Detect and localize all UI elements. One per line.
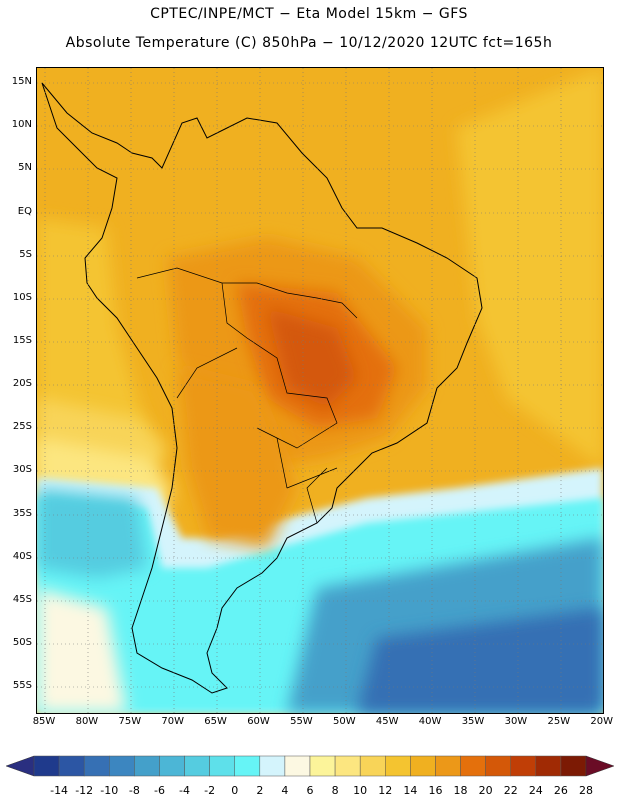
lon-tick-label: 50W bbox=[332, 716, 356, 727]
colorbar-label: 22 bbox=[503, 784, 518, 797]
colorbar-swatch bbox=[58, 755, 85, 777]
colorbar-label: 10 bbox=[353, 784, 368, 797]
lat-tick-label: 55S bbox=[12, 680, 32, 691]
lon-tick-label: 70W bbox=[161, 716, 184, 727]
colorbar-swatch bbox=[359, 755, 386, 777]
colorbar-label: 14 bbox=[403, 784, 418, 797]
colorbar bbox=[6, 755, 614, 777]
field-atlantic-16 bbox=[457, 68, 603, 468]
colorbar-low-arrow bbox=[6, 755, 35, 777]
colorbar-label: 2 bbox=[256, 784, 264, 797]
colorbar-label: 12 bbox=[378, 784, 393, 797]
colorbar-swatch bbox=[83, 755, 110, 777]
lat-tick-label: 10N bbox=[11, 119, 32, 130]
colorbar-label: 4 bbox=[281, 784, 289, 797]
lat-tick-label: 15S bbox=[12, 335, 32, 346]
lat-tick-label: 5N bbox=[18, 162, 32, 173]
colorbar-swatch bbox=[334, 755, 361, 777]
colorbar-high-arrow bbox=[585, 755, 614, 777]
colorbar-swatch bbox=[410, 755, 436, 777]
lat-tick-label: 25S bbox=[12, 421, 32, 432]
colorbar-swatch bbox=[284, 755, 311, 777]
field-chaco-22 bbox=[177, 368, 297, 548]
colorbar-label: -4 bbox=[179, 784, 191, 797]
colorbar-swatch bbox=[33, 755, 60, 777]
lon-tick-label: 60W bbox=[247, 716, 270, 727]
lon-tick-label: 25W bbox=[547, 716, 571, 727]
lon-tick-label: 65W bbox=[204, 716, 227, 727]
colorbar-swatch bbox=[560, 755, 587, 777]
chart-title-line-1: CPTEC/INPE/MCT − Eta Model 15km − GFS bbox=[150, 6, 468, 22]
temperature-map bbox=[36, 67, 604, 714]
colorbar-label: 8 bbox=[331, 784, 339, 797]
lon-tick-label: 45W bbox=[375, 716, 399, 727]
colorbar-swatch bbox=[385, 755, 411, 777]
colorbar-label: 0 bbox=[231, 784, 239, 797]
lat-tick-label: 5S bbox=[19, 249, 32, 260]
temperature-field bbox=[37, 68, 603, 713]
colorbar-swatch bbox=[259, 755, 286, 777]
lon-tick-label: 80W bbox=[75, 716, 99, 727]
colorbar-label: 24 bbox=[528, 784, 543, 797]
lat-tick-label: 40S bbox=[12, 551, 32, 562]
colorbar-swatch bbox=[109, 755, 135, 777]
lat-tick-label: 30S bbox=[12, 464, 32, 475]
field-southwest-mild bbox=[37, 588, 127, 713]
colorbar-label: 18 bbox=[453, 784, 468, 797]
continent-coastline bbox=[41, 82, 483, 694]
lat-tick-label: 50S bbox=[12, 637, 32, 648]
lon-tick-label: 30W bbox=[504, 716, 528, 727]
colorbar-label: 28 bbox=[579, 784, 593, 797]
colorbar-label: -6 bbox=[153, 784, 165, 797]
colorbar-swatch bbox=[184, 755, 210, 777]
colorbar-label: 20 bbox=[478, 784, 493, 797]
lon-tick-label: 35W bbox=[461, 716, 485, 727]
colorbar-swatch bbox=[159, 755, 185, 777]
country-borders bbox=[136, 267, 358, 524]
lat-tick-label: 15N bbox=[11, 76, 32, 87]
chart-title-line-2: Absolute Temperature (C) 850hPa − 10/12/… bbox=[65, 35, 553, 51]
field-core-26 bbox=[267, 308, 357, 408]
colorbar-label: -12 bbox=[75, 784, 94, 797]
colorbar-swatch bbox=[309, 755, 336, 777]
colorbar-swatch bbox=[435, 755, 461, 777]
colorbar-swatch bbox=[485, 755, 511, 777]
lat-tick-label: 20S bbox=[12, 378, 32, 389]
colorbar-swatch bbox=[510, 755, 537, 777]
colorbar-swatch bbox=[134, 755, 160, 777]
lat-tick-label: 10S bbox=[12, 292, 32, 303]
colorbar-swatch bbox=[535, 755, 562, 777]
lat-tick-label: 35S bbox=[12, 508, 32, 519]
lon-tick-label: 55W bbox=[290, 716, 313, 727]
field-pacific-cold bbox=[37, 488, 147, 578]
colorbar-label: -14 bbox=[50, 784, 69, 797]
colorbar-swatch bbox=[209, 755, 235, 777]
colorbar-label: 6 bbox=[306, 784, 314, 797]
lon-tick-label: 40W bbox=[418, 716, 442, 727]
lat-tick-label: 45S bbox=[12, 594, 32, 605]
lon-tick-label: 75W bbox=[118, 716, 142, 727]
colorbar-label: -10 bbox=[100, 784, 119, 797]
colorbar-swatch bbox=[460, 755, 486, 777]
colorbar-label: -8 bbox=[128, 784, 140, 797]
colorbar-label: 26 bbox=[553, 784, 568, 797]
colorbar-label: -2 bbox=[204, 784, 216, 797]
colorbar-label: 16 bbox=[428, 784, 443, 797]
lat-tick-label: EQ bbox=[17, 206, 32, 217]
lon-tick-label: 20W bbox=[590, 716, 613, 727]
lon-tick-label: 85W bbox=[32, 716, 56, 727]
colorbar-swatch bbox=[234, 755, 261, 777]
